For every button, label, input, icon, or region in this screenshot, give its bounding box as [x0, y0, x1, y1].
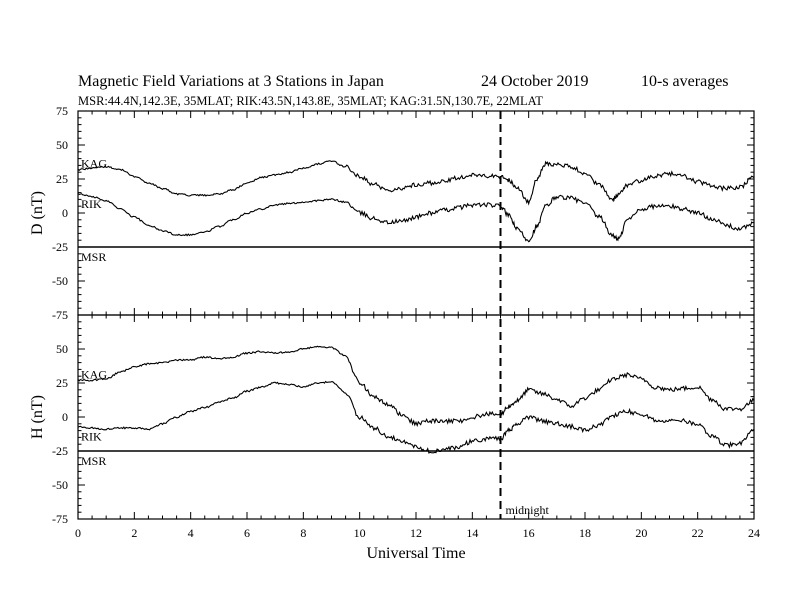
series-label-msr: MSR	[81, 454, 106, 468]
y-axis-title: D (nT)	[29, 191, 46, 235]
y-tick-label: 50	[56, 342, 68, 356]
panel-frame	[77, 110, 755, 316]
x-tick-label: 4	[188, 526, 194, 540]
x-tick-label: 16	[523, 526, 535, 540]
x-tick-label: 0	[75, 526, 81, 540]
x-tick-label: 10	[354, 526, 366, 540]
series-label-rik: RIK	[81, 197, 102, 211]
chart-date: 24 October 2019	[481, 73, 589, 90]
y-tick-label: 75	[56, 104, 68, 118]
chart-averaging: 10-s averages	[641, 73, 729, 90]
y-tick-label: -25	[52, 240, 68, 254]
series-label-msr: MSR	[81, 250, 106, 264]
midnight-label: midnight	[506, 503, 550, 517]
x-tick-label: 22	[692, 526, 704, 540]
series-rik-line	[77, 193, 755, 243]
y-tick-label: 25	[56, 376, 68, 390]
series-label-kag: KAG	[81, 156, 107, 170]
series-label-kag: KAG	[81, 367, 107, 381]
x-tick-label: 20	[635, 526, 647, 540]
x-tick-label: 18	[579, 526, 591, 540]
y-tick-label: -75	[52, 512, 68, 526]
x-tick-label: 24	[748, 526, 760, 540]
x-tick-label: 8	[300, 526, 306, 540]
x-axis-title: Universal Time	[366, 545, 465, 562]
station-coordinates: MSR:44.4N,142.3E, 35MLAT; RIK:43.5N,143.…	[78, 94, 543, 108]
y-tick-label: -75	[52, 308, 68, 322]
y-axis-title: H (nT)	[29, 395, 46, 439]
series-kag-line	[77, 160, 755, 206]
y-tick-label: -50	[52, 478, 68, 492]
y-tick-label: 25	[56, 172, 68, 186]
series-kag-line	[77, 345, 755, 428]
x-tick-label: 2	[131, 526, 137, 540]
x-tick-label: 6	[244, 526, 250, 540]
series-label-rik: RIK	[81, 430, 102, 444]
y-tick-label: 0	[62, 410, 68, 424]
x-tick-label: 14	[466, 526, 478, 540]
y-tick-label: -25	[52, 444, 68, 458]
y-tick-label: 0	[62, 206, 68, 220]
series-rik-line	[77, 380, 755, 454]
y-tick-label: -50	[52, 274, 68, 288]
chart-title: Magnetic Field Variations at 3 Stations …	[78, 73, 384, 90]
y-tick-label: 50	[56, 138, 68, 152]
x-tick-label: 12	[410, 526, 422, 540]
